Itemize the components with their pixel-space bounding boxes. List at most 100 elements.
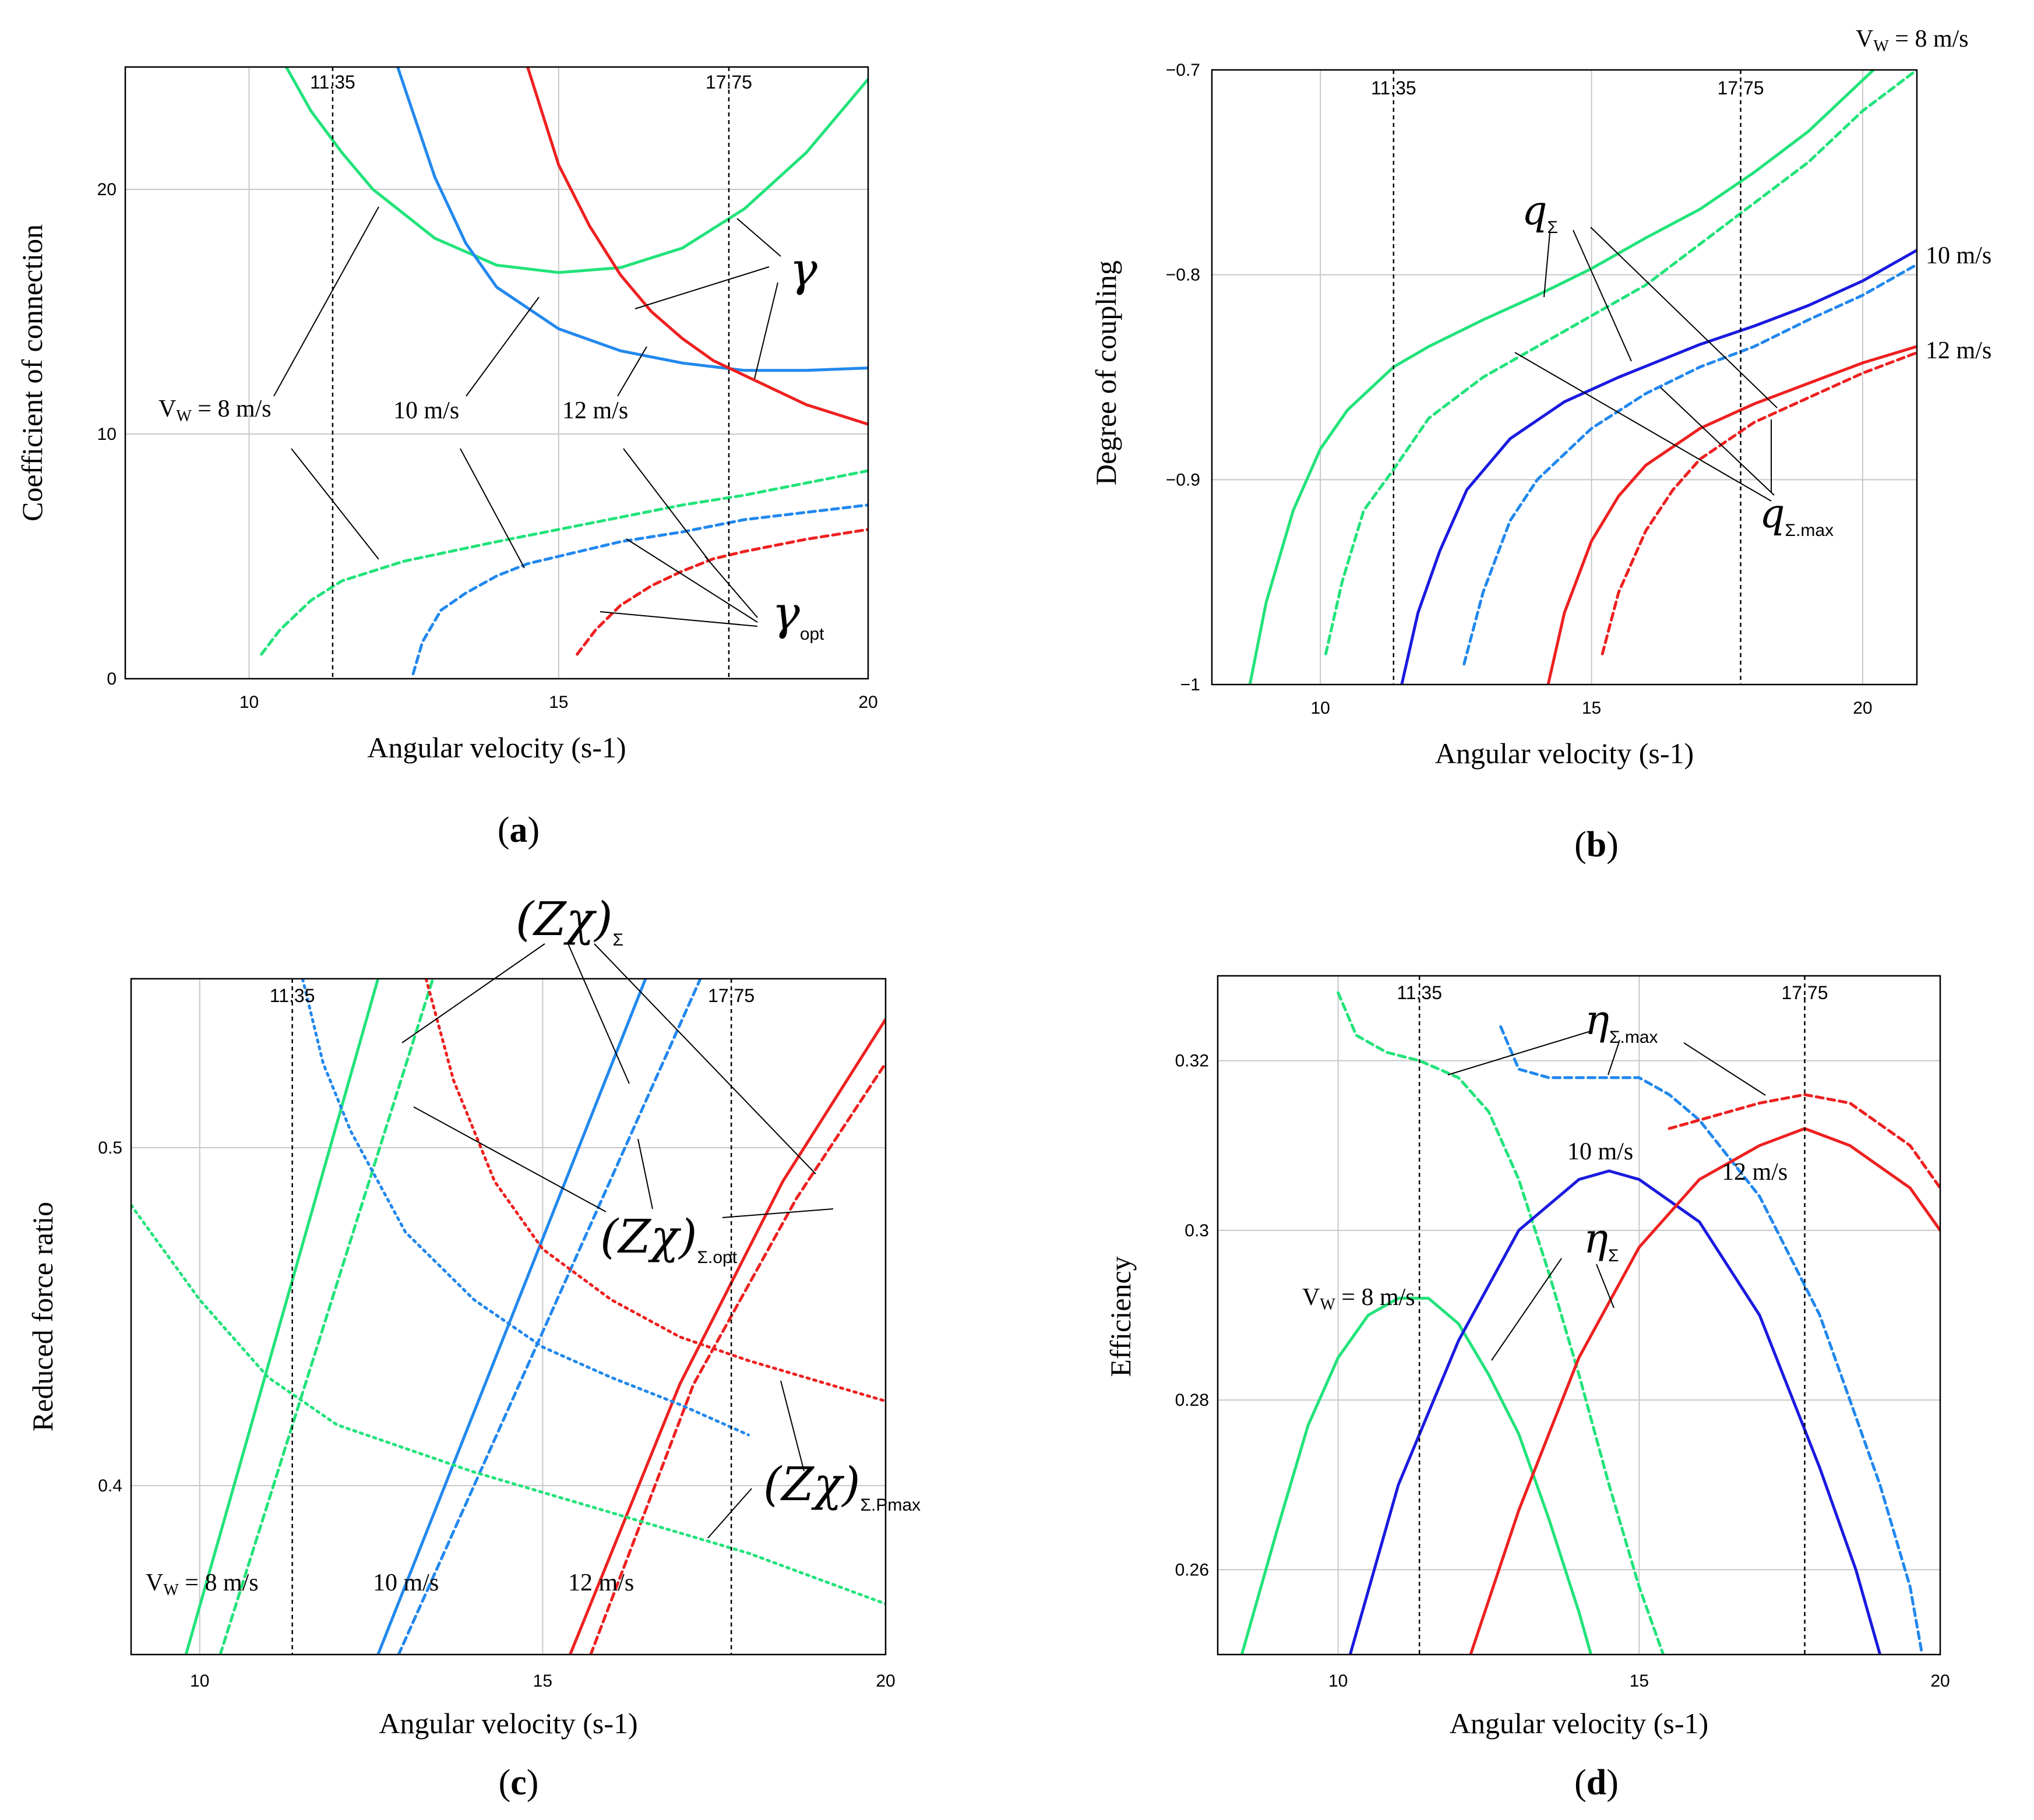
marker-label: 17.75 [708, 985, 755, 1006]
panel-label: (b) [1574, 825, 1619, 865]
leader-line [1683, 1042, 1766, 1096]
x-tick-label: 15 [1630, 1671, 1649, 1691]
panel-label: (d) [1574, 1763, 1619, 1803]
marker-label: 11.35 [270, 985, 315, 1006]
leader-line [466, 297, 540, 397]
x-tick-label: 10 [239, 693, 259, 712]
leader-line [1543, 232, 1550, 298]
series-line [1668, 1093, 1940, 1190]
leader-line [1491, 1258, 1562, 1361]
x-axis-label: Angular velocity (s-1) [1435, 737, 1694, 770]
y-tick-label: 10 [97, 425, 117, 444]
series-line [1240, 1296, 1593, 1655]
series-line [1248, 70, 1875, 685]
leader-line [736, 218, 781, 257]
x-tick-label: 10 [190, 1671, 209, 1691]
y-tick-label: 0 [107, 669, 117, 689]
annotations: VW = 8 m/s 10 m/s 12 m/s γ γopt [158, 206, 824, 644]
marker-label: 17.75 [1717, 77, 1764, 98]
series-group [131, 979, 886, 1655]
leader-line [273, 206, 379, 397]
series-line [397, 979, 702, 1655]
y-tick-label: 0.26 [1175, 1560, 1209, 1579]
series-line [569, 1018, 886, 1655]
marker-label: 11.35 [310, 72, 355, 93]
y-axis-label: Coefficient of connection [16, 224, 48, 521]
y-tick-label: 0.5 [98, 1138, 122, 1158]
marker-label: 11.35 [1397, 982, 1442, 1003]
series-line [1337, 991, 1665, 1655]
leader-line [1608, 1039, 1620, 1075]
y-tick-label: 0.4 [98, 1476, 122, 1495]
vw-8-label: VW = 8 m/s [1302, 1284, 1415, 1314]
series-group [1248, 70, 1917, 685]
leader-line [704, 556, 758, 618]
leader-line [460, 448, 525, 569]
series-line [1400, 249, 1917, 685]
x-tick-label: 10 [1310, 699, 1330, 718]
series-group [260, 67, 868, 676]
zx-sigma-pmax-symbol: (Zχ)Σ.Pmax [763, 1457, 921, 1515]
q-sigma-symbol: qΣ [1522, 188, 1558, 237]
x-tick-label: 15 [533, 1671, 552, 1691]
plot-frame [1217, 975, 1941, 1656]
series-line [1462, 263, 1917, 666]
leader-line [634, 266, 770, 309]
y-tick-label: 0.28 [1175, 1391, 1209, 1410]
series-line [260, 469, 868, 656]
panel-b: 11.35 17.75 10 15 20 −0.7 −0.8 −0.9 −1 Angular ve… [1090, 26, 1991, 865]
leader-line [707, 1488, 752, 1539]
x-tick-label: 20 [1930, 1671, 1950, 1691]
panel-label: (a) [498, 810, 540, 850]
x-tick-label: 20 [876, 1671, 895, 1691]
v10-label: 10 m/s [1567, 1138, 1633, 1165]
v12-label: 12 m/s [1926, 337, 1991, 364]
leader-line [600, 611, 758, 627]
series-line [1499, 1025, 1924, 1655]
series-line [1324, 70, 1917, 655]
eta-sigma-symbol: ηΣ [1584, 1215, 1619, 1265]
plot-frame [130, 978, 887, 1656]
leader-line [637, 1138, 653, 1209]
v12-label: 12 m/s [1722, 1159, 1788, 1186]
series-group [1240, 991, 1940, 1655]
series-line [131, 1204, 886, 1606]
leader-line [1660, 387, 1775, 496]
series-line [1546, 345, 1917, 685]
leader-line [754, 282, 778, 379]
series-line [301, 979, 750, 1437]
series-line [376, 979, 647, 1655]
leader-line [401, 943, 545, 1043]
leader-line [626, 538, 758, 623]
leader-line [1596, 1264, 1614, 1308]
series-line [396, 67, 868, 372]
v10-label: 10 m/s [1926, 242, 1991, 269]
x-axis-label: Angular velocity (s-1) [367, 731, 626, 764]
leader-line [780, 1380, 805, 1472]
series-line [218, 979, 435, 1655]
leader-line [722, 1208, 834, 1218]
series-line [576, 528, 868, 656]
vw-8-label: VW = 8 m/s [1856, 26, 1969, 55]
y-axis-label: Efficiency [1104, 1256, 1137, 1377]
leader-line [1447, 1031, 1591, 1075]
zx-sigma-opt-symbol: (Zχ)Σ.opt [600, 1209, 738, 1267]
leader-line [413, 1106, 607, 1212]
series-line [526, 67, 868, 426]
x-axis-label: Angular velocity (s-1) [1450, 1707, 1708, 1740]
x-tick-label: 10 [1328, 1671, 1348, 1691]
series-line [284, 67, 868, 274]
leader-line [623, 448, 708, 560]
x-tick-label: 15 [549, 693, 568, 712]
x-axis-label: Angular velocity (s-1) [379, 1707, 637, 1740]
marker-label: 11.35 [1371, 77, 1416, 98]
x-tick-label: 20 [1853, 699, 1872, 718]
v12-label: 12 m/s [568, 1569, 634, 1596]
x-tick-label: 20 [858, 693, 877, 712]
gamma-symbol: γ [789, 242, 817, 297]
marker-label: 17.75 [1781, 982, 1828, 1003]
leader-line [291, 448, 379, 560]
leader-line [617, 346, 647, 397]
gamma-opt-symbol: γopt [772, 586, 824, 644]
